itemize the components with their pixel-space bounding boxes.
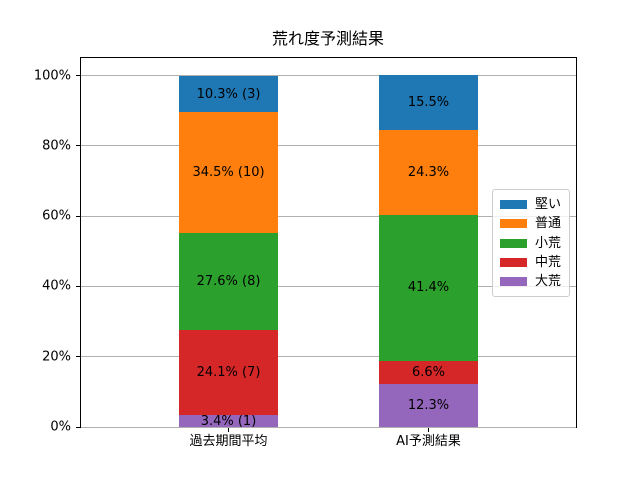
bar-segment-普通: 34.5% (10): [179, 112, 278, 234]
legend: 堅い普通小荒中荒大荒: [492, 189, 570, 297]
y-tick-mark: [76, 145, 80, 147]
legend-swatch-icon: [500, 219, 527, 229]
legend-item-普通: 普通: [500, 214, 563, 233]
bar-segment-堅い: 10.3% (3): [179, 75, 278, 113]
bar-segment-堅い: 15.5%: [379, 75, 478, 130]
legend-label: 堅い: [535, 197, 562, 212]
bar-segment-小荒: 41.4%: [379, 215, 478, 361]
y-tick-mark: [76, 215, 80, 217]
bar-segment-中荒: 24.1% (7): [179, 330, 278, 416]
legend-swatch-icon: [500, 238, 527, 248]
bar-segment-label: 27.6% (8): [196, 274, 261, 290]
y-tick-label-80%: 80%: [42, 138, 71, 154]
bar-segment-label: 24.3%: [407, 164, 450, 180]
chart-title: 荒れ度予測結果: [271, 29, 385, 48]
stacked-bar-過去期間平均: 3.4% (1) 24.1% (7) 27.6% (8) 34.5% (10) 10.3…: [179, 75, 278, 429]
bar-segment-label: 12.3%: [407, 397, 450, 413]
bar-segment-label: 3.4% (1): [200, 413, 257, 429]
bar-segment-label: 6.6%: [411, 364, 446, 380]
bar-segment-label: 15.5%: [407, 94, 450, 110]
legend-swatch-icon: [500, 257, 527, 267]
x-tick-mark: [228, 428, 229, 432]
y-tick-label-100%: 100%: [33, 68, 71, 84]
legend-label: 小荒: [535, 235, 562, 251]
bar-segment-label: 24.1% (7): [196, 365, 261, 381]
legend-item-小荒: 小荒: [500, 234, 563, 253]
y-tick-mark: [76, 356, 80, 358]
legend-item-堅い: 堅い: [500, 195, 563, 214]
x-tick-mark: [428, 428, 429, 432]
gridline-60%: [81, 215, 576, 217]
bar-segment-label: 34.5% (10): [192, 165, 265, 181]
legend-label: 普通: [535, 216, 562, 232]
y-tick-label-20%: 20%: [42, 349, 71, 365]
gridline-100%: [81, 75, 576, 77]
bar-segment-普通: 24.3%: [379, 129, 478, 216]
legend-swatch-icon: [500, 277, 527, 286]
y-tick-mark: [76, 426, 80, 428]
legend-swatch-icon: [500, 200, 527, 209]
legend-item-大荒: 大荒: [500, 272, 563, 291]
bar-segment-label: 10.3% (3): [196, 86, 261, 102]
x-tick-label-過去期間平均: 過去期間平均: [189, 434, 268, 449]
legend-label: 中荒: [535, 254, 562, 270]
bar-segment-大荒: 3.4% (1): [179, 413, 278, 429]
gridline-0%: [81, 426, 576, 428]
gridline-40%: [81, 285, 576, 287]
y-tick-label-0%: 0%: [50, 419, 71, 435]
gridline-80%: [81, 145, 576, 147]
y-tick-label-60%: 60%: [42, 208, 71, 224]
gridline-20%: [81, 356, 576, 358]
y-tick-label-40%: 40%: [42, 278, 71, 294]
y-tick-mark: [76, 285, 80, 287]
bar-segment-大荒: 12.3%: [379, 383, 478, 427]
bar-segment-中荒: 6.6%: [379, 360, 478, 384]
x-tick-label-AI予測結果: AI予測結果: [396, 434, 461, 449]
y-tick-mark: [76, 75, 80, 77]
stacked-bar-AI予測結果: 12.3% 6.6% 41.4% 24.3% 15.5%: [379, 75, 478, 427]
bar-segment-label: 41.4%: [407, 280, 450, 296]
bar-segment-小荒: 27.6% (8): [179, 233, 278, 331]
legend-label: 大荒: [535, 274, 562, 289]
legend-item-中荒: 中荒: [500, 253, 563, 272]
